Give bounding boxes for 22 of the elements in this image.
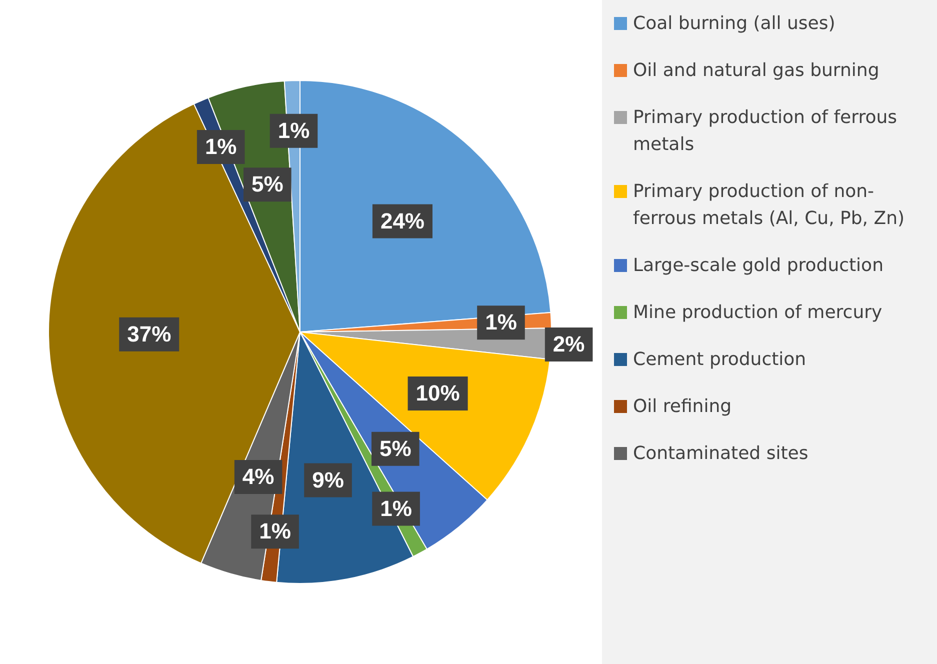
legend-label: Contaminated sites [633,442,808,466]
legend-label: Primary production of ferrous metals [633,106,898,157]
legend-label: Cement production [633,348,806,372]
data-label: 10% [416,380,460,406]
data-label: 1% [485,310,517,335]
data-label: 5% [252,172,284,197]
data-label: 1% [380,496,412,521]
data-label: 9% [312,467,344,492]
data-label: 1% [259,518,291,544]
legend-label: Mine production of mercury [633,301,882,325]
data-label: 24% [380,208,424,234]
data-label: 2% [552,332,585,357]
data-label: 37% [127,321,172,346]
data-label: 1% [204,134,237,160]
legend-label: Large-scale gold production [633,254,884,278]
data-label: 4% [242,464,274,490]
legend-label: Coal burning (all uses) [633,12,836,36]
legend-label: Oil refining [633,395,732,419]
legend-label: Primary production of non-ferrous metals (Al, Cu, Pb, Zn) [633,180,906,231]
data-label: 1% [278,118,310,143]
data-label: 5% [379,436,412,461]
legend-label: Oil and natural gas burning [633,59,880,83]
